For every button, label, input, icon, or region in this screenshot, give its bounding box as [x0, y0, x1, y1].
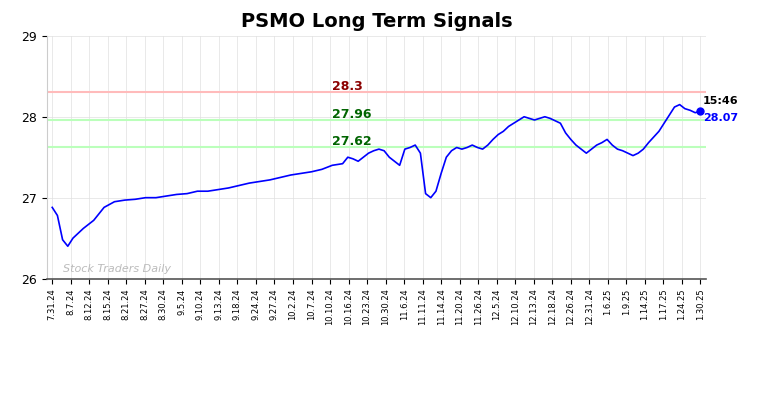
Title: PSMO Long Term Signals: PSMO Long Term Signals: [241, 12, 512, 31]
Point: [694, 108, 706, 114]
Text: 27.96: 27.96: [332, 107, 372, 121]
Text: 27.62: 27.62: [332, 135, 372, 148]
Text: 28.07: 28.07: [703, 113, 738, 123]
Text: 15:46: 15:46: [703, 96, 739, 106]
Text: 28.3: 28.3: [332, 80, 363, 93]
Text: Stock Traders Daily: Stock Traders Daily: [63, 264, 171, 274]
